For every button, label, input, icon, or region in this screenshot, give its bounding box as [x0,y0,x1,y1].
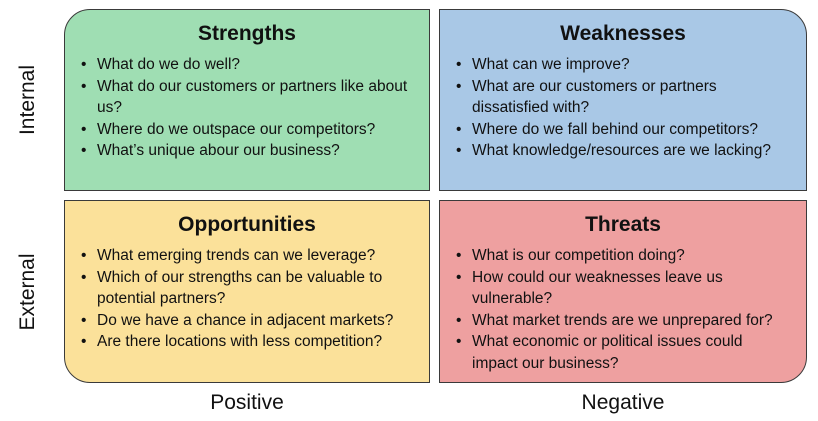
threats-item: What economic or political issues could … [454,331,792,374]
strengths-item: What’s unique abour our business? [79,140,415,162]
weaknesses-item: Where do we fall behind our competitors? [454,119,792,141]
threats-item: How could our weaknesses leave us vulner… [454,267,792,310]
opportunities-item: Do we have a chance in adjacent markets? [79,310,415,332]
strengths-item: What do we do well? [79,54,415,76]
external-axis-label: External [16,253,39,331]
weaknesses-item: What are our customers or partners dissa… [454,76,792,119]
threats-quadrant: Threats What is our competition doing? H… [439,200,807,383]
weaknesses-quadrant: Weaknesses What can we improve? What are… [439,9,807,191]
strengths-list: What do we do well? What do our customer… [79,54,415,162]
internal-axis-label: Internal [16,64,39,136]
opportunities-item: Which of our strengths can be valuable t… [79,267,415,310]
strengths-item: Where do we outspace our competitors? [79,119,415,141]
weaknesses-item: What knowledge/resources are we lacking? [454,140,792,162]
weaknesses-list: What can we improve? What are our custom… [454,54,792,162]
threats-title: Threats [585,213,661,236]
opportunities-item: Are there locations with less competitio… [79,331,415,353]
threats-item: What market trends are we unprepared for… [454,310,792,332]
strengths-title: Strengths [197,22,296,45]
strengths-item: What do our customers or partners like a… [79,76,415,119]
opportunities-quadrant: Opportunities What emerging trends can w… [64,200,430,383]
threats-list: What is our competition doing? How could… [454,245,792,374]
weaknesses-item: What can we improve? [454,54,792,76]
threats-item: What is our competition doing? [454,245,792,267]
negative-axis-label: Negative [581,391,665,414]
opportunities-title: Opportunities [178,213,316,236]
opportunities-item: What emerging trends can we leverage? [79,245,415,267]
positive-axis-label: Positive [210,391,284,414]
opportunities-list: What emerging trends can we leverage? Wh… [79,245,415,353]
strengths-quadrant: Strengths What do we do well? What do ou… [64,9,430,191]
weaknesses-title: Weaknesses [560,22,686,45]
